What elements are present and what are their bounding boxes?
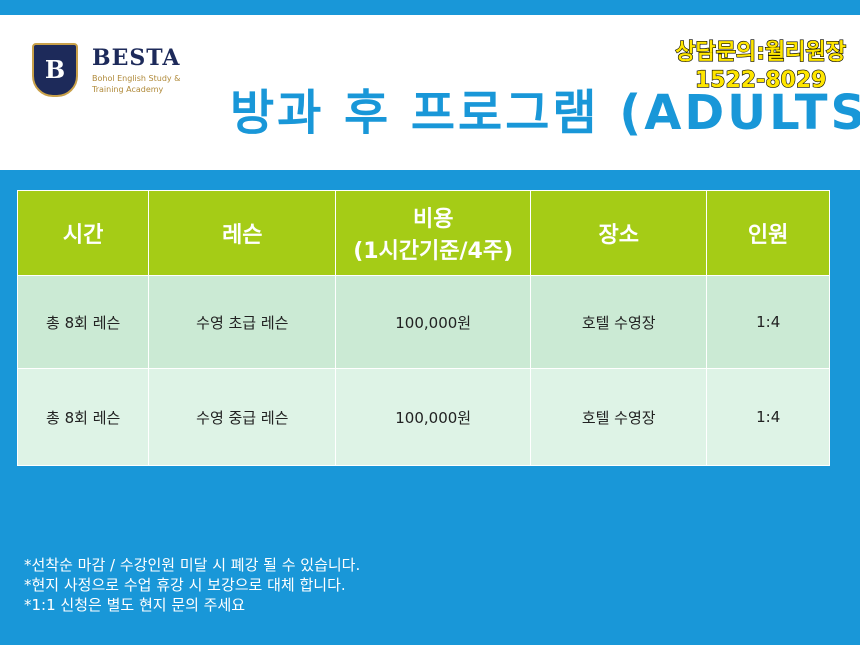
notes: *선착순 마감 / 수강인원 미달 시 폐강 될 수 있습니다. *현지 사정으로… — [24, 555, 360, 615]
table-cell: 1:4 — [706, 275, 830, 369]
header: B BESTA Bohol English Study & Training Ac… — [0, 15, 860, 170]
header-row: 시간 레슨 비용 (1시간기준/4주) 장소 인원 — [16, 190, 830, 276]
column-header-line: (1시간기준/4주) — [353, 239, 514, 264]
column-header: 인원 — [706, 190, 830, 276]
title: 방과 후 프로그램 (ADULTS) — [230, 85, 860, 141]
table-row: 총 8회 레슨 수영 중급 레슨 100,000원 호텔 수영장 1:4 — [16, 368, 830, 466]
table-cell: 100,000원 — [335, 368, 532, 466]
note: *선착순 마감 / 수강인원 미달 시 폐강 될 수 있습니다. — [24, 556, 361, 574]
logo-sub: Bohol English Study & Training Academy — [92, 73, 180, 95]
table-cell: 100,000원 — [335, 275, 532, 369]
table-cell: 총 8회 레슨 — [16, 275, 150, 369]
logo-sub-line: Training Academy — [92, 85, 164, 94]
logo-name: BESTA — [92, 45, 181, 71]
table-cell: 수영 중급 레슨 — [148, 368, 337, 466]
table-cell: 1:4 — [706, 368, 830, 466]
contact: 상담문의:월리원장 1522-8029 — [675, 39, 847, 95]
contact-line: 1522-8029 — [694, 67, 827, 93]
note: *1:1 신청은 별도 현지 문의 주세요 — [24, 596, 246, 614]
column-header: 시간 — [16, 190, 150, 276]
logo-shield: B — [32, 43, 78, 97]
table-cell: 총 8회 레슨 — [16, 368, 150, 466]
column-header: 레슨 — [148, 190, 337, 276]
table: 시간 레슨 비용 (1시간기준/4주) 장소 인원 총 8회 레슨 수영 초급 레슨 100,0… — [16, 190, 830, 466]
table-cell: 수영 초급 레슨 — [148, 275, 337, 369]
column-header-line: 비용 — [412, 207, 454, 232]
table-row: 총 8회 레슨 수영 초급 레슨 100,000원 호텔 수영장 1:4 — [16, 275, 830, 369]
column-header: 비용 (1시간기준/4주) — [335, 190, 532, 276]
note: *현지 사정으로 수업 휴강 시 보강으로 대체 합니다. — [24, 576, 346, 594]
table-cell: 호텔 수영장 — [530, 275, 708, 369]
table-cell: 호텔 수영장 — [530, 368, 708, 466]
logo-sub-line: Bohol English Study & — [92, 74, 181, 83]
contact-line: 상담문의:월리원장 — [675, 39, 847, 65]
column-header: 장소 — [530, 190, 708, 276]
